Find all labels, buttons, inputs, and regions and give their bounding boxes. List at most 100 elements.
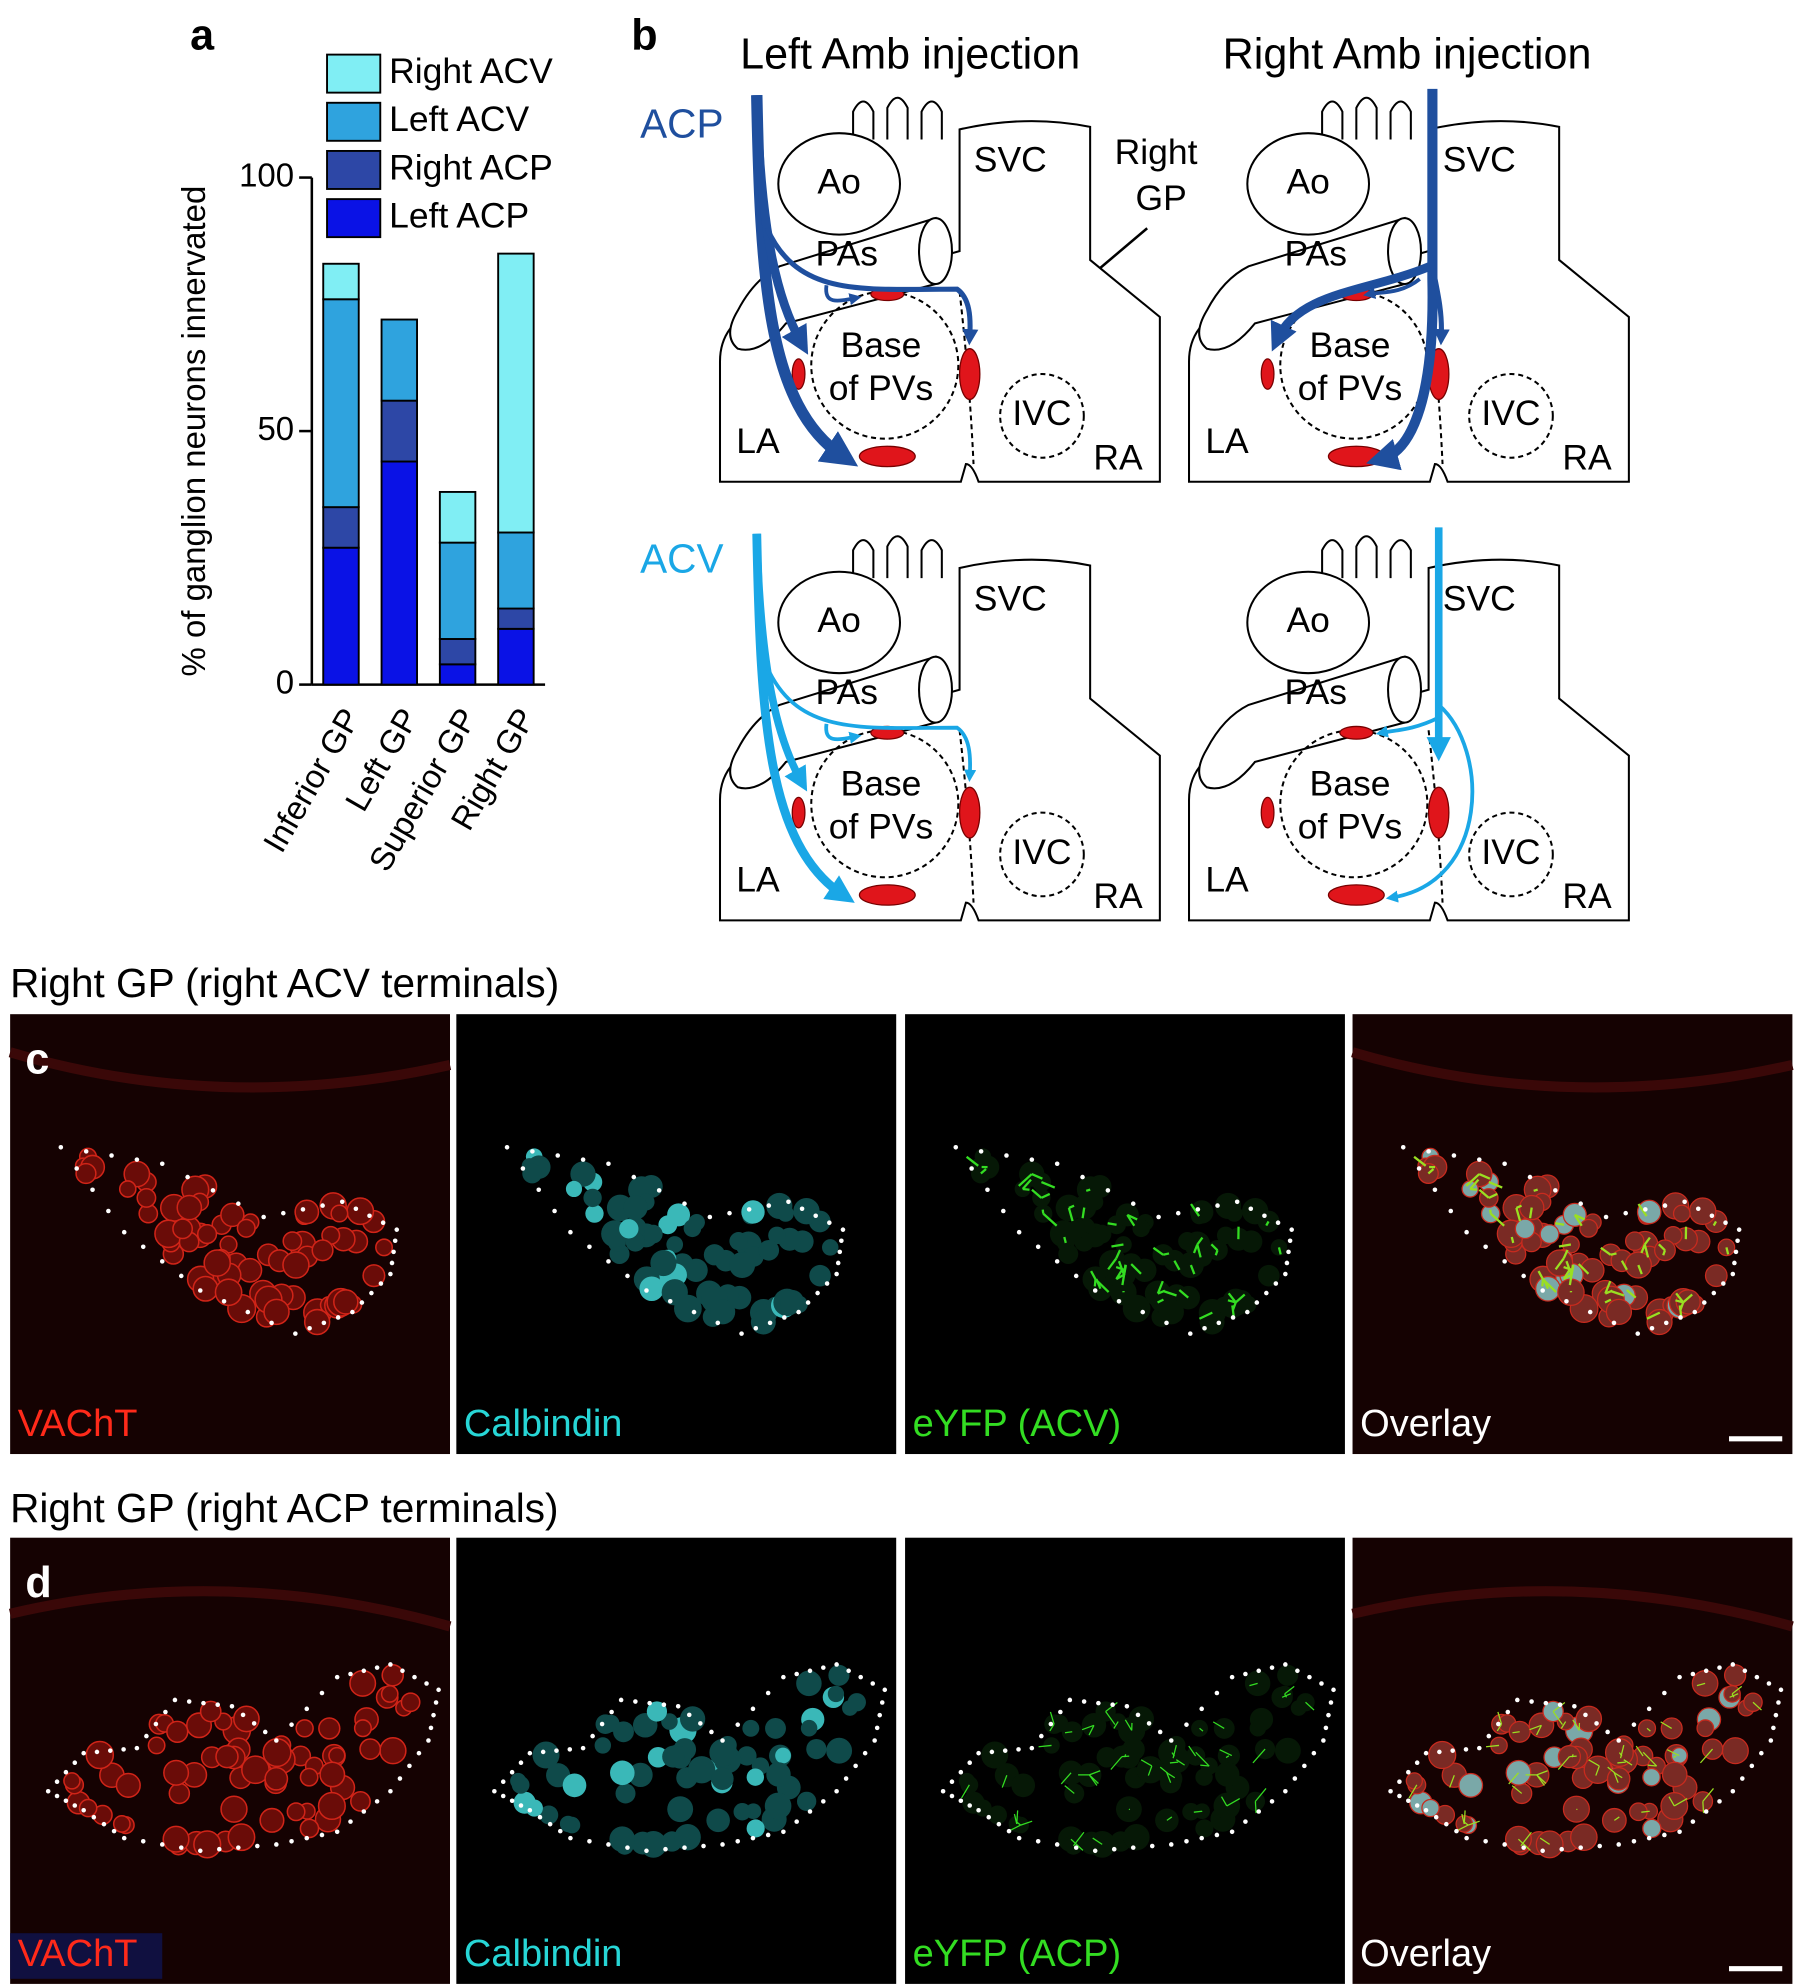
outline-dot [558, 1828, 563, 1834]
cell [215, 1744, 239, 1769]
tissue-edge [8, 1047, 452, 1093]
outline-dot [874, 1725, 880, 1731]
outline-dot [1397, 1793, 1402, 1799]
outline-dot [1703, 1809, 1709, 1814]
outline-dot [1733, 1249, 1739, 1255]
outline-dot [882, 1687, 888, 1693]
cell [796, 1670, 822, 1697]
outline-dot [1477, 1157, 1482, 1162]
outline-dot [1486, 1733, 1492, 1739]
fiber [1702, 1801, 1705, 1814]
cell [565, 1180, 583, 1198]
cell [220, 1795, 248, 1823]
outline-dot [1110, 1702, 1115, 1707]
cell [166, 1720, 189, 1743]
outline-dot [431, 1712, 436, 1718]
ivc [1468, 811, 1554, 898]
fiber [1220, 1796, 1228, 1807]
outline-dot [361, 1668, 367, 1674]
fiber [1478, 1172, 1491, 1180]
cell [328, 1746, 346, 1765]
row-label: ACP [640, 101, 723, 147]
outline-dot [163, 1709, 168, 1715]
heart-label: RA [1562, 876, 1612, 916]
cell [1061, 1721, 1083, 1743]
fiber [1089, 1770, 1101, 1776]
ganglionated-plexus [858, 445, 916, 468]
nerve-arrow [1366, 88, 1438, 471]
outline-dot [682, 1845, 687, 1850]
micrograph: eYFP (ACP) [905, 1537, 1345, 1984]
outline-dot [675, 1704, 681, 1709]
pulmonary-artery-end [918, 217, 953, 286]
fiber [1110, 1756, 1123, 1770]
cell [822, 1239, 839, 1256]
outline-dot [109, 1153, 114, 1158]
fiber [1115, 1249, 1122, 1259]
outline-dot [1426, 1149, 1431, 1154]
fiber [1212, 1721, 1225, 1729]
cell [1704, 1264, 1728, 1288]
outline-dot [334, 1829, 340, 1835]
fiber [1090, 1270, 1097, 1280]
cell [147, 1736, 166, 1755]
cell [1575, 1705, 1603, 1733]
fiber [1068, 1204, 1075, 1209]
cell [118, 1180, 137, 1198]
fiber [1658, 1243, 1666, 1252]
legend-swatch [326, 149, 382, 190]
cell [233, 1705, 260, 1733]
pv-base [810, 290, 960, 440]
channel-label: Overlay [1360, 1933, 1491, 1975]
outline-dot [1254, 1300, 1260, 1305]
fiber [1542, 1278, 1549, 1290]
fiber [1554, 1222, 1565, 1226]
cell [1514, 1218, 1536, 1240]
outline-dot [1140, 1309, 1146, 1315]
outline-dot [1766, 1681, 1772, 1686]
outline-dot [289, 1722, 294, 1727]
outline-dot [262, 1729, 268, 1735]
outline-dot [1016, 1229, 1022, 1235]
fiber [1113, 1721, 1119, 1729]
outline-dot [1643, 1207, 1648, 1212]
outline-dot [236, 1201, 241, 1206]
channel-label: VAChT [18, 1933, 138, 1975]
fiber [1508, 1772, 1519, 1785]
cell [375, 1238, 394, 1257]
fiber [1449, 1774, 1455, 1788]
cell [826, 1737, 853, 1764]
outline-dot [172, 1697, 178, 1703]
micrograph-title: Right GP (right ACP terminals) [10, 1485, 558, 1531]
fiber [1001, 1774, 1008, 1788]
outline-dot [72, 1760, 78, 1765]
outline-dot [750, 1835, 756, 1841]
outline-dot [1287, 1238, 1293, 1244]
fiber [1162, 1252, 1170, 1256]
outline-dot [353, 1206, 359, 1212]
outline-dot [969, 1166, 974, 1171]
fiber [1254, 1801, 1257, 1814]
outline-dot [805, 1300, 811, 1305]
outline-dot [1711, 1290, 1717, 1296]
outline-dot [134, 1157, 140, 1162]
outline-dot [1695, 1206, 1701, 1212]
fiber [1021, 1178, 1032, 1190]
vessel-branch [1355, 535, 1378, 579]
cell [674, 1824, 701, 1851]
outline-dot [786, 1199, 791, 1205]
outline-dot [1146, 1721, 1152, 1726]
outline-dot [300, 1207, 306, 1212]
micrograph: Overlay [1351, 1014, 1794, 1455]
outline-dot [304, 1706, 310, 1712]
fiber [1413, 1155, 1427, 1167]
fiber [1588, 1759, 1600, 1767]
cell [710, 1299, 736, 1325]
outline-dot [1319, 1681, 1324, 1686]
outline-dot [159, 1161, 165, 1167]
fiber [1488, 1181, 1503, 1189]
micrograph: eYFP (ACV) [905, 1014, 1345, 1455]
bar-segment [438, 490, 477, 544]
outline-dot [794, 1671, 799, 1677]
